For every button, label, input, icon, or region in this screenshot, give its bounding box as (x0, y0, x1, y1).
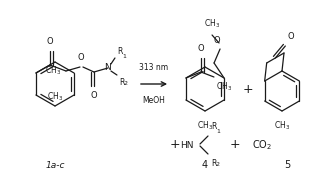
Text: O: O (287, 32, 294, 41)
Text: HN: HN (181, 140, 194, 149)
Text: 4: 4 (202, 160, 208, 170)
Text: CH$_3$: CH$_3$ (197, 119, 213, 131)
Text: N: N (105, 62, 111, 71)
Text: O: O (91, 91, 97, 100)
Text: 5: 5 (284, 160, 290, 170)
Text: MeOH: MeOH (143, 96, 165, 105)
Text: O: O (47, 37, 53, 46)
Text: 1: 1 (216, 129, 220, 134)
Text: 2: 2 (216, 162, 220, 167)
Text: O: O (214, 36, 220, 45)
Text: R: R (211, 159, 216, 168)
Text: CH$_3$: CH$_3$ (204, 18, 220, 30)
Text: CH$_3$: CH$_3$ (45, 65, 61, 77)
Text: R: R (211, 122, 216, 131)
Text: +: + (243, 82, 253, 96)
Text: 313 nm: 313 nm (140, 63, 169, 72)
Text: O: O (78, 53, 84, 62)
Text: 1a-c: 1a-c (45, 160, 65, 169)
Text: 1: 1 (122, 54, 126, 59)
Text: 2: 2 (124, 81, 128, 86)
Text: O: O (198, 44, 204, 53)
Text: R: R (119, 78, 124, 87)
Text: +: + (170, 139, 180, 151)
Text: CH$_3$: CH$_3$ (216, 80, 232, 93)
Text: CH$_3$: CH$_3$ (47, 91, 63, 103)
Text: R: R (117, 47, 122, 56)
Text: CO$_2$: CO$_2$ (252, 138, 272, 152)
Text: +: + (230, 139, 240, 151)
Text: CH$_3$: CH$_3$ (274, 119, 290, 131)
